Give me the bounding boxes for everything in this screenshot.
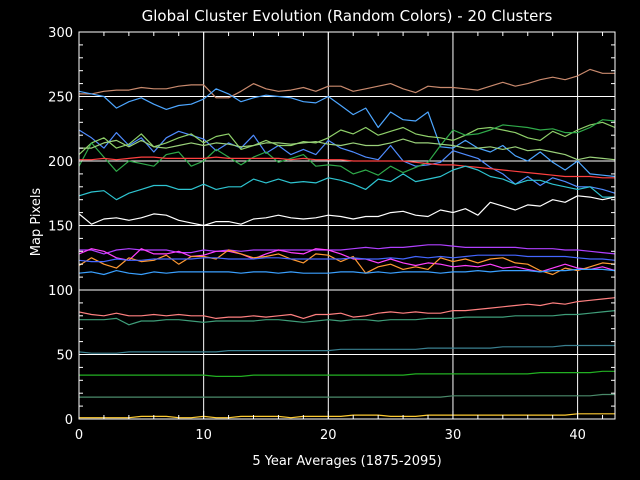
series-line-6: [79, 138, 616, 161]
y-tick-label: 150: [48, 220, 73, 235]
series-line-1: [79, 68, 615, 99]
series-line-17: [78, 344, 615, 354]
y-tick-label: 100: [48, 284, 73, 299]
series-line-4: [78, 121, 616, 156]
series-line-13: [78, 254, 616, 263]
series-line-8: [78, 165, 615, 201]
x-tick-label: 40: [569, 428, 586, 443]
x-tick-label: 20: [320, 428, 337, 443]
series-group: [78, 68, 616, 419]
x-axis-label: 5 Year Averages (1875-2095): [252, 454, 441, 469]
series-line-12: [78, 249, 616, 276]
series-line-16: [79, 310, 616, 326]
series-line-7: [79, 156, 615, 179]
series-line-19: [79, 393, 615, 398]
y-tick-label: 0: [65, 413, 73, 428]
series-line-20: [79, 413, 615, 419]
series-line-15: [78, 297, 616, 319]
series-line-11: [78, 248, 616, 273]
y-axis-label: Map Pixels: [29, 188, 44, 257]
series-line-14: [78, 268, 616, 276]
x-tick-label: 10: [195, 428, 212, 443]
series-line-9: [78, 195, 616, 227]
series-line-2: [78, 88, 616, 178]
axes: 0 10 20 30 40 0 50 100 150 200 250 300: [48, 26, 616, 443]
series-line-3: [78, 129, 616, 194]
series-line-5: [78, 119, 616, 176]
x-tick-label: 30: [445, 428, 462, 443]
y-tick-label: 200: [48, 155, 73, 170]
series-line-10: [79, 244, 616, 255]
series-line-18: [79, 370, 615, 377]
y-tick-label: 250: [48, 91, 73, 106]
x-tick-label: 0: [75, 428, 83, 443]
y-tick-label: 300: [48, 26, 73, 41]
chart-title: Global Cluster Evolution (Random Colors)…: [142, 7, 553, 25]
y-tick-label: 50: [56, 349, 73, 364]
